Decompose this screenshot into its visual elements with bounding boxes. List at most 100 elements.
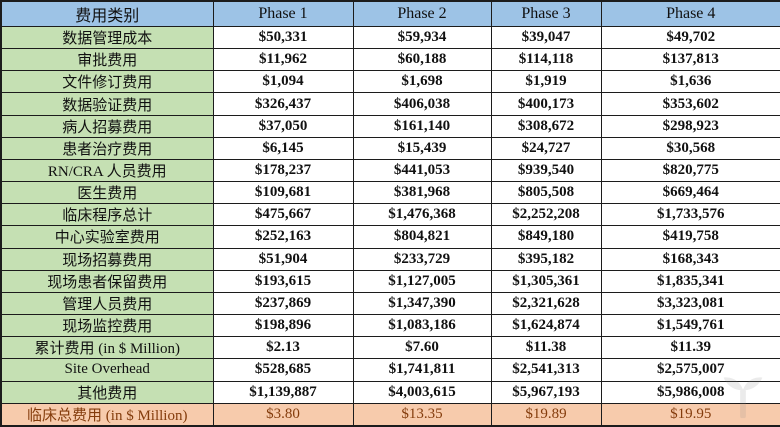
data-cell: $5,967,193 xyxy=(490,380,602,404)
data-cell: $168,343 xyxy=(600,247,780,271)
data-cell: $395,182 xyxy=(490,247,602,271)
row-label: 现场患者保留费用 xyxy=(0,269,214,293)
data-cell: $178,237 xyxy=(212,158,354,183)
total-cell: $3.80 xyxy=(212,402,354,427)
row-label: 其他费用 xyxy=(0,380,214,404)
data-cell: $1,139,887 xyxy=(212,380,354,404)
data-cell: $939,540 xyxy=(490,158,602,183)
data-cell: $252,163 xyxy=(212,225,354,249)
data-cell: $198,896 xyxy=(212,314,354,338)
data-cell: $805,508 xyxy=(490,181,602,205)
total-cell: $13.35 xyxy=(352,402,492,427)
row-label: 病人招募费用 xyxy=(0,114,214,138)
row-label: 现场监控费用 xyxy=(0,314,214,338)
data-cell: $2,252,208 xyxy=(490,203,602,227)
data-cell: $1,476,368 xyxy=(352,203,492,227)
data-cell: $2,321,628 xyxy=(490,291,602,316)
data-cell: $400,173 xyxy=(490,92,602,116)
table-row: Site Overhead $528,685 $1,741,811 $2,541… xyxy=(0,358,780,382)
table-row: RN/CRA 人员费用 $178,237 $441,053 $939,540 $… xyxy=(0,158,780,183)
row-label: 医生费用 xyxy=(0,181,214,205)
data-cell: $353,602 xyxy=(600,92,780,116)
data-cell: $1,919 xyxy=(490,70,602,94)
data-cell: $11.38 xyxy=(490,336,602,360)
data-cell: $1,549,761 xyxy=(600,314,780,338)
data-cell: $406,038 xyxy=(352,92,492,116)
table-row: 病人招募费用 $37,050 $161,140 $308,672 $298,92… xyxy=(0,114,780,138)
header-cell-phase4: Phase 4 xyxy=(600,0,780,27)
data-cell: $39,047 xyxy=(490,25,602,50)
data-cell: $2.13 xyxy=(212,336,354,360)
header-cell-phase1: Phase 1 xyxy=(212,0,354,27)
row-label: 患者治疗费用 xyxy=(0,136,214,160)
data-cell: $1,835,341 xyxy=(600,269,780,293)
data-cell: $3,323,081 xyxy=(600,291,780,316)
data-cell: $2,575,007 xyxy=(600,358,780,382)
row-label: 现场招募费用 xyxy=(0,247,214,271)
data-cell: $1,305,361 xyxy=(490,269,602,293)
data-cell: $59,934 xyxy=(352,25,492,50)
data-cell: $308,672 xyxy=(490,114,602,138)
data-cell: $193,615 xyxy=(212,269,354,293)
data-cell: $233,729 xyxy=(352,247,492,271)
row-label: 累计费用 (in $ Million) xyxy=(0,336,214,360)
header-cell-category: 费用类别 xyxy=(0,0,214,27)
table-row: 数据验证费用 $326,437 $406,038 $400,173 $353,6… xyxy=(0,92,780,116)
data-cell: $2,541,313 xyxy=(490,358,602,382)
row-label: 管理人员费用 xyxy=(0,291,214,316)
data-cell: $30,568 xyxy=(600,136,780,160)
table-row: 现场招募费用 $51,904 $233,729 $395,182 $168,34… xyxy=(0,247,780,271)
data-cell: $849,180 xyxy=(490,225,602,249)
data-cell: $109,681 xyxy=(212,181,354,205)
row-label: 数据验证费用 xyxy=(0,92,214,116)
data-cell: $1,733,576 xyxy=(600,203,780,227)
data-cell: $441,053 xyxy=(352,158,492,183)
data-cell: $15,439 xyxy=(352,136,492,160)
table-row: 现场监控费用 $198,896 $1,083,186 $1,624,874 $1… xyxy=(0,314,780,338)
data-cell: $60,188 xyxy=(352,48,492,72)
data-cell: $51,904 xyxy=(212,247,354,271)
data-cell: $137,813 xyxy=(600,48,780,72)
data-cell: $1,347,390 xyxy=(352,291,492,316)
data-cell: $161,140 xyxy=(352,114,492,138)
total-cell: $19.95 xyxy=(600,402,780,427)
data-cell: $4,003,615 xyxy=(352,380,492,404)
table-row: 审批费用 $11,962 $60,188 $114,118 $137,813 xyxy=(0,48,780,72)
data-cell: $237,869 xyxy=(212,291,354,316)
row-label: 临床程序总计 xyxy=(0,203,214,227)
total-cell: $19.89 xyxy=(490,402,602,427)
data-cell: $381,968 xyxy=(352,181,492,205)
data-cell: $49,702 xyxy=(600,25,780,50)
data-cell: $1,741,811 xyxy=(352,358,492,382)
header-row: 费用类别 Phase 1 Phase 2 Phase 3 Phase 4 xyxy=(0,0,780,27)
data-cell: $114,118 xyxy=(490,48,602,72)
data-cell: $419,758 xyxy=(600,225,780,249)
data-cell: $820,775 xyxy=(600,158,780,183)
data-cell: $326,437 xyxy=(212,92,354,116)
data-cell: $1,083,186 xyxy=(352,314,492,338)
table-row: 现场患者保留费用 $193,615 $1,127,005 $1,305,361 … xyxy=(0,269,780,293)
data-cell: $24,727 xyxy=(490,136,602,160)
row-label: Site Overhead xyxy=(0,358,214,382)
table-row: 临床程序总计 $475,667 $1,476,368 $2,252,208 $1… xyxy=(0,203,780,227)
data-cell: $528,685 xyxy=(212,358,354,382)
row-label: 文件修订费用 xyxy=(0,70,214,94)
row-label: 中心实验室费用 xyxy=(0,225,214,249)
data-cell: $1,636 xyxy=(600,70,780,94)
table-row: 管理人员费用 $237,869 $1,347,390 $2,321,628 $3… xyxy=(0,291,780,316)
data-cell: $37,050 xyxy=(212,114,354,138)
table-row: 医生费用 $109,681 $381,968 $805,508 $669,464 xyxy=(0,181,780,205)
table-row: 其他费用 $1,139,887 $4,003,615 $5,967,193 $5… xyxy=(0,380,780,404)
data-cell: $1,127,005 xyxy=(352,269,492,293)
header-cell-phase2: Phase 2 xyxy=(352,0,492,27)
table-row: 文件修订费用 $1,094 $1,698 $1,919 $1,636 xyxy=(0,70,780,94)
data-cell: $298,923 xyxy=(600,114,780,138)
row-label: 审批费用 xyxy=(0,48,214,72)
data-cell: $6,145 xyxy=(212,136,354,160)
table-row: 数据管理成本 $50,331 $59,934 $39,047 $49,702 xyxy=(0,25,780,50)
data-cell: $669,464 xyxy=(600,181,780,205)
data-cell: $1,094 xyxy=(212,70,354,94)
row-label: RN/CRA 人员费用 xyxy=(0,158,214,183)
data-cell: $1,698 xyxy=(352,70,492,94)
